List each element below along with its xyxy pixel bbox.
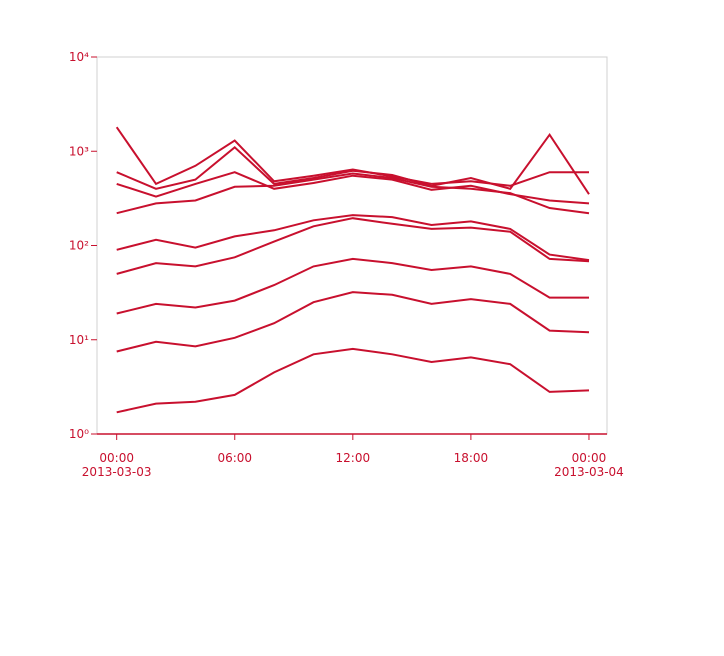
y-tick-label: 10¹ — [69, 333, 89, 347]
series-line — [115, 126, 589, 187]
series-line — [116, 217, 590, 275]
y-tick-label: 10⁰ — [69, 427, 89, 441]
x-tick-label: 06:00 — [217, 451, 252, 465]
series-line — [116, 172, 590, 215]
x-tick-label: 12:00 — [336, 451, 371, 465]
y-tick-label: 10⁴ — [69, 50, 89, 64]
x-tick-label: 00:00 2013-03-04 — [554, 451, 624, 479]
series-line — [116, 257, 589, 315]
series-line — [116, 171, 590, 205]
y-tick-label: 10³ — [69, 144, 89, 158]
y-tick-label: 10² — [69, 239, 89, 253]
series-line — [116, 347, 590, 414]
x-tick-label: 18:00 — [454, 451, 489, 465]
x-tick-label: 00:00 2013-03-03 — [82, 451, 152, 479]
series-line — [116, 291, 590, 353]
series-line — [116, 132, 590, 195]
series-line — [116, 214, 590, 262]
